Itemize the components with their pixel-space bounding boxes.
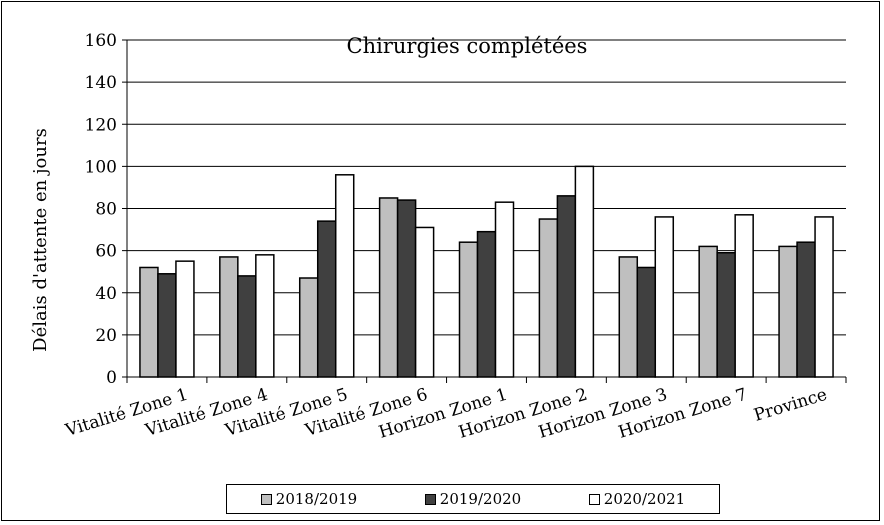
y-tick-label: 0 — [106, 368, 117, 388]
y-tick-label: 140 — [85, 73, 117, 93]
y-tick-label: 80 — [95, 200, 117, 220]
x-category-label: Province — [752, 385, 830, 426]
y-tick-label: 20 — [95, 326, 117, 346]
bar-2020-2021-8 — [814, 216, 834, 378]
bar-2019-2020-1 — [237, 275, 257, 378]
bar-2018-2019-2 — [298, 277, 319, 378]
bar-2020-2021-2 — [334, 174, 355, 378]
y-tick-label: 120 — [85, 115, 117, 135]
legend-label: 2018/2019 — [275, 490, 358, 508]
bar-2019-2020-2 — [316, 220, 337, 378]
bar-2018-2019-5 — [538, 218, 559, 378]
legend-label: 2020/2021 — [603, 490, 686, 508]
bars — [139, 165, 834, 378]
bar-2019-2020-7 — [716, 251, 736, 378]
bar-2018-2019-3 — [378, 197, 399, 378]
bar-2018-2019-6 — [618, 256, 639, 378]
y-tick-label: 60 — [95, 242, 117, 262]
bar-2020-2021-3 — [414, 226, 435, 378]
bar-2018-2019-0 — [139, 266, 159, 378]
bar-2018-2019-7 — [698, 245, 718, 378]
legend-item-2018-2019: 2018/2019 — [260, 490, 358, 508]
bar-2020-2021-4 — [494, 201, 515, 378]
bar-2019-2020-8 — [796, 241, 816, 378]
bar-2020-2021-6 — [654, 216, 675, 378]
chart-title: Chirurgies complétées — [347, 34, 588, 58]
legend-swatch — [260, 493, 272, 505]
y-tick-label: 40 — [95, 284, 117, 304]
legend-label: 2019/2020 — [439, 490, 522, 508]
bar-2018-2019-8 — [778, 245, 798, 378]
legend-swatch — [424, 493, 436, 505]
legend-item-2019-2020: 2019/2020 — [424, 490, 522, 508]
legend-item-2020-2021: 2020/2021 — [588, 490, 686, 508]
bar-2019-2020-3 — [396, 199, 417, 378]
bar-2018-2019-1 — [219, 256, 239, 378]
bar-2019-2020-6 — [636, 266, 657, 378]
bar-2020-2021-7 — [734, 214, 754, 378]
bar-2020-2021-5 — [574, 165, 595, 378]
legend-swatch — [588, 493, 600, 505]
y-tick-label: 100 — [85, 157, 117, 177]
bar-2020-2021-1 — [255, 254, 275, 378]
legend: 2018/2019 2019/2020 2020/2021 — [226, 484, 720, 514]
bar-2019-2020-0 — [157, 273, 177, 378]
y-axis-label: Délais d'attente en jours — [30, 128, 51, 352]
y-tick-label: 160 — [85, 31, 117, 51]
bar-2020-2021-0 — [175, 260, 195, 378]
bar-2019-2020-4 — [476, 230, 497, 378]
bar-2018-2019-4 — [458, 241, 479, 378]
bar-2019-2020-5 — [556, 195, 577, 378]
